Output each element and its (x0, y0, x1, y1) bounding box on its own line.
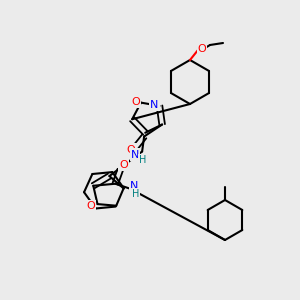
Text: N: N (130, 181, 139, 191)
Text: H: H (132, 189, 139, 199)
Text: N: N (150, 100, 159, 110)
Text: N: N (131, 149, 139, 160)
Text: O: O (119, 160, 128, 170)
Text: O: O (132, 97, 140, 106)
Text: O: O (127, 145, 136, 154)
Text: O: O (198, 44, 206, 54)
Text: O: O (86, 201, 95, 211)
Text: H: H (140, 154, 147, 164)
